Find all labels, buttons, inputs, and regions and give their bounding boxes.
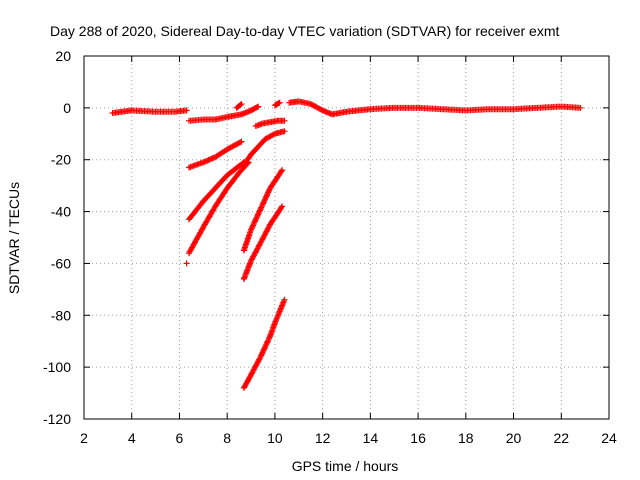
data-point-markers [186,103,262,124]
data-point-markers [252,117,288,129]
data-layer [109,98,584,391]
x-tick-label: 18 [458,430,474,446]
series-arc-4 [186,138,245,171]
x-tick-label: 8 [223,430,231,446]
x-tick-label: 2 [80,430,88,446]
y-tick-label: -40 [51,204,71,220]
data-point-markers [240,296,288,391]
series-arc-13 [240,296,288,391]
x-axis: 2 4 6 8 10 12 14 16 18 20 22 24 [80,56,617,446]
data-point-markers [286,98,584,118]
series-arc-14 [286,98,584,118]
y-tick-label: -80 [51,307,71,323]
series-arc-2 [186,103,262,124]
x-tick-label: 14 [363,430,379,446]
data-point-markers [186,159,252,257]
data-point-markers [240,203,286,282]
series-arc-11 [240,167,286,254]
y-tick-label: -20 [51,152,71,168]
data-point-markers [109,107,190,116]
series-arc-1 [109,107,190,116]
plot-border [83,55,610,420]
y-tick-label: -100 [43,359,71,375]
series-arc-12 [240,203,286,282]
x-tick-label: 4 [128,430,136,446]
x-tick-label: 20 [506,430,522,446]
y-axis-title: SDTVAR / TECUs [6,182,22,294]
x-tick-label: 22 [553,430,569,446]
data-point-markers [186,138,245,171]
series-arc-6 [186,159,252,257]
x-tick-label: 10 [267,430,283,446]
x-axis-title: GPS time / hours [292,458,399,474]
series-arc-10 [271,99,283,109]
data-point-markers [186,159,247,223]
y-tick-label: 20 [55,48,71,64]
series-arc-8 [240,128,288,168]
x-tick-label: 16 [410,430,426,446]
x-tick-label: 12 [315,430,331,446]
data-point-markers [240,167,286,254]
y-axis: 20 0 -20 -40 -60 -80 -100 -120 [43,48,609,427]
y-tick-label: -120 [43,411,71,427]
data-point-markers [233,101,245,111]
series-arc-5 [186,159,247,223]
data-point-markers [240,128,288,168]
chart-title: Day 288 of 2020, Sidereal Day-to-day VTE… [50,23,559,39]
y-tick-label: -60 [51,255,71,271]
series-arc-9 [252,117,288,129]
series-arc-3 [233,101,245,111]
series-arc-7 [183,260,190,267]
y-tick-label: 0 [63,100,71,116]
x-tick-label: 24 [601,430,617,446]
x-tick-label: 6 [176,430,184,446]
data-point-markers [271,99,283,109]
data-point-markers [183,260,190,267]
